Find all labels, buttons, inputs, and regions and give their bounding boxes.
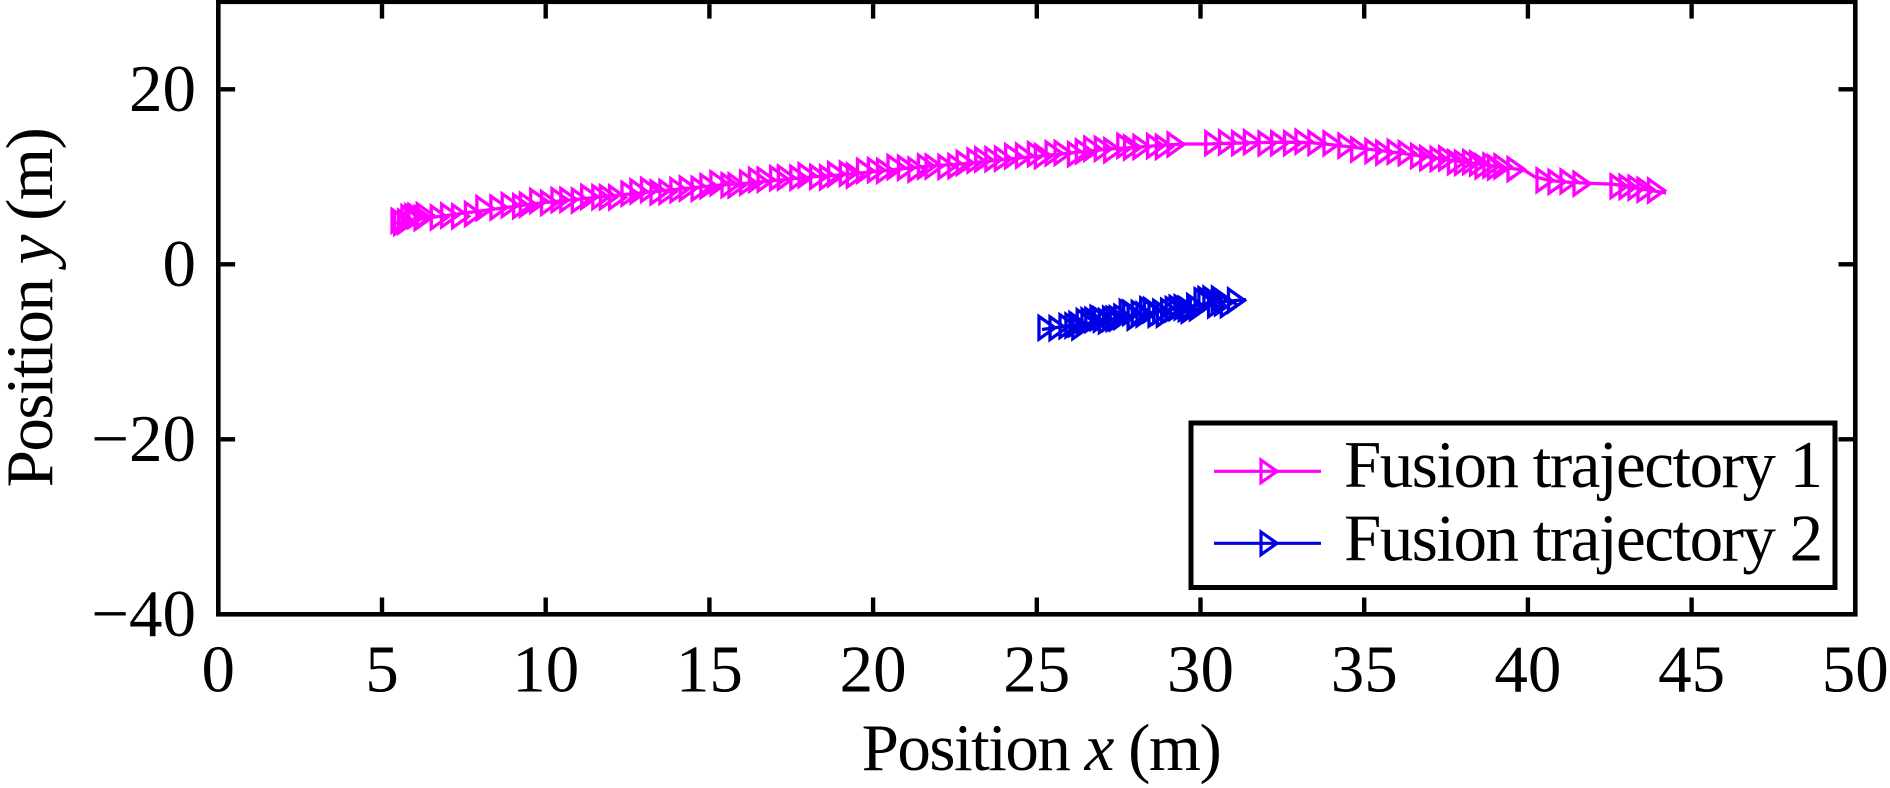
svg-text:25: 25 [1003,633,1070,707]
svg-text:50: 50 [1822,633,1889,707]
svg-text:Fusion trajectory 1: Fusion trajectory 1 [1344,428,1822,502]
svg-text:20: 20 [840,633,907,707]
svg-text:45: 45 [1658,633,1725,707]
svg-text:10: 10 [512,633,579,707]
svg-text:0: 0 [163,227,197,301]
svg-text:30: 30 [1167,633,1234,707]
svg-text:−20: −20 [91,402,196,476]
svg-text:Fusion trajectory 2: Fusion trajectory 2 [1344,502,1822,576]
svg-text:0: 0 [202,633,236,707]
svg-text:Position y (m): Position y (m) [0,129,67,488]
svg-text:Position x (m): Position x (m) [862,711,1221,785]
svg-text:5: 5 [365,633,399,707]
svg-text:40: 40 [1494,633,1561,707]
svg-text:−40: −40 [91,577,196,651]
svg-text:15: 15 [676,633,743,707]
svg-text:20: 20 [129,52,196,126]
svg-text:35: 35 [1331,633,1398,707]
